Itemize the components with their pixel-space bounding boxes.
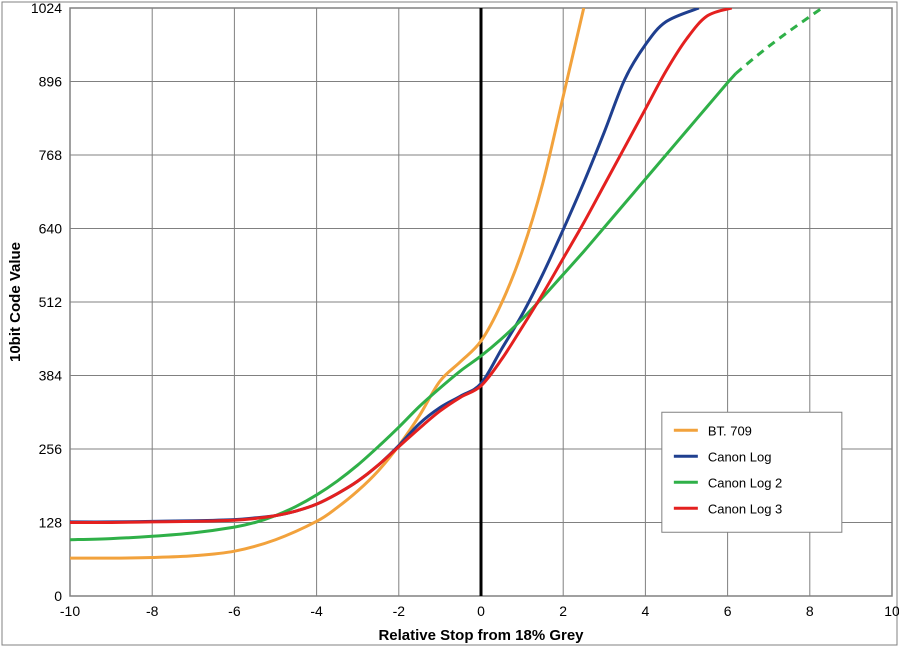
x-tick-label: -4 [310, 603, 323, 619]
legend-label: BT. 709 [708, 423, 752, 438]
y-tick-label: 0 [54, 588, 62, 604]
y-tick-label: 640 [39, 221, 63, 237]
legend: BT. 709 Canon Log Canon Log 2 Canon Log 3 [662, 412, 842, 532]
x-tick-label: 0 [477, 603, 485, 619]
x-tick-label: -2 [393, 603, 406, 619]
x-tick-label: -6 [228, 603, 241, 619]
x-tick-label: 2 [559, 603, 567, 619]
x-tick-label: 4 [642, 603, 650, 619]
legend-label: Canon Log 3 [708, 501, 782, 516]
y-tick-label: 256 [39, 441, 63, 457]
x-tick-label: 8 [806, 603, 814, 619]
x-tick-label: -10 [60, 603, 80, 619]
legend-label: Canon Log [708, 449, 772, 464]
x-axis-label: Relative Stop from 18% Grey [378, 627, 584, 644]
chart-container: -10 -8 -6 -4 -2 0 2 4 6 8 10 0 128 256 384 512 640 768 896… [0, 0, 899, 647]
y-tick-label: 384 [39, 368, 63, 384]
legend-label: Canon Log 2 [708, 475, 782, 490]
x-tick-label: 6 [724, 603, 732, 619]
x-tick-label: -8 [146, 603, 159, 619]
line-chart: -10 -8 -6 -4 -2 0 2 4 6 8 10 0 128 256 384 512 640 768 896… [0, 0, 899, 647]
y-tick-label: 768 [39, 147, 63, 163]
x-tick-label: 10 [884, 603, 899, 619]
y-tick-label: 128 [39, 515, 63, 531]
y-tick-label: 512 [39, 294, 63, 310]
y-tick-label: 1024 [31, 0, 62, 16]
y-axis-label: 10bit Code Value [7, 242, 24, 362]
y-tick-label: 896 [39, 74, 63, 90]
